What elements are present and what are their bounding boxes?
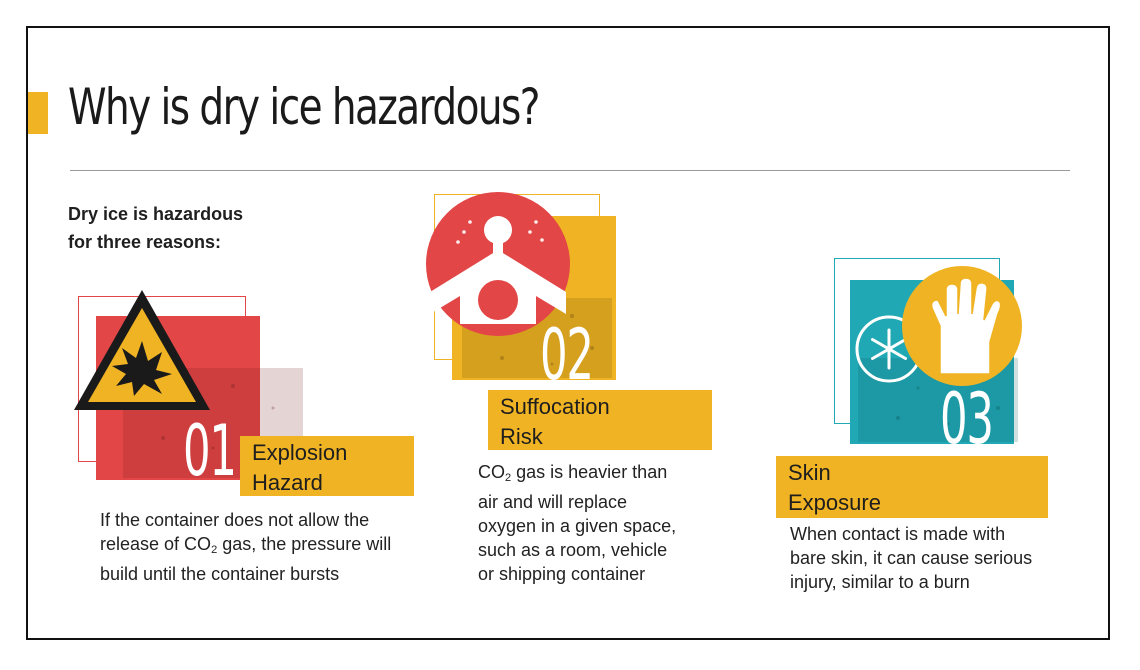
hazard-number: 02 (540, 314, 594, 396)
title-divider (70, 170, 1070, 171)
desc-line-1: When contact is made with (790, 524, 1006, 544)
desc-line-2: bare skin, it can cause serious (790, 548, 1033, 568)
hazard-label: Skin Exposure (776, 456, 1048, 518)
desc-line-5: or shipping container (478, 564, 646, 584)
hazard-number: 01 (183, 410, 237, 492)
desc-line-4: such as a room, vehicle (478, 540, 668, 560)
hazard-label-line-1: Skin (788, 460, 831, 485)
hazard-label-line-2: Exposure (788, 490, 881, 515)
hazard-label-line-1: Suffocation (500, 394, 610, 419)
desc-line-2: air and will replace (478, 492, 628, 512)
hazard-description: When contact is made with bare skin, it … (790, 522, 1032, 594)
desc-line-3: injury, similar to a burn (790, 572, 970, 592)
desc-line-2: release of CO2 gas, the pressure will (100, 534, 392, 556)
intro-line-1: Dry ice is hazardous (68, 204, 244, 224)
hazard-description: CO2 gas is heavier than air and will rep… (478, 460, 676, 586)
suffocation-lungs-icon (426, 192, 570, 336)
desc-line-3: oxygen in a given space, (478, 516, 677, 536)
snowflake-icon (855, 315, 923, 383)
hazard-number: 03 (940, 378, 994, 460)
hazard-description: If the container does not allow the rele… (100, 508, 391, 586)
hazard-label-line-2: Hazard (252, 470, 323, 495)
hazard-label-line-2: Risk (500, 424, 543, 449)
slide-frame: Why is dry ice hazardous? Dry ice is haz… (26, 26, 1110, 640)
desc-line-1: CO2 gas is heavier than (478, 462, 668, 484)
page-title: Why is dry ice hazardous? (68, 78, 540, 136)
title-accent-bar (28, 92, 48, 134)
desc-line-1: If the container does not allow the (100, 510, 370, 530)
desc-line-3: build until the container bursts (100, 564, 340, 584)
explosion-warning-icon (74, 290, 210, 410)
hazard-label: Suffocation Risk (488, 390, 712, 450)
hazard-label-line-1: Explosion (252, 440, 348, 465)
hazard-label: Explosion Hazard (240, 436, 414, 496)
glove-icon (902, 266, 1022, 386)
intro-text: Dry ice is hazardous for three reasons: (68, 200, 328, 256)
intro-line-2: for three reasons: (68, 232, 222, 252)
